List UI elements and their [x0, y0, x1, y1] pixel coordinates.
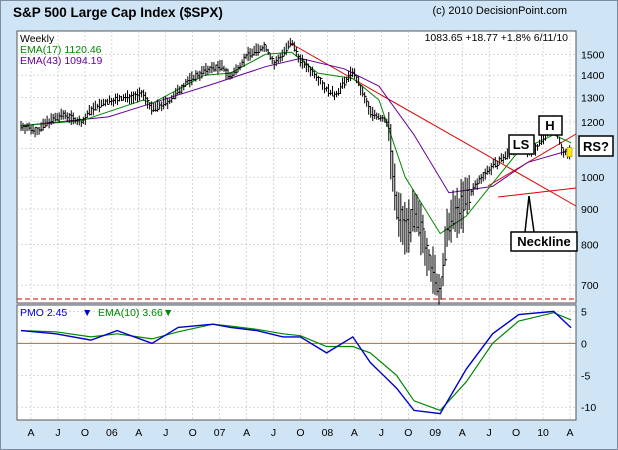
price-y-tick-label: 1300 — [581, 93, 605, 105]
ls-callout: LS — [508, 134, 535, 155]
pmo-ema-down-arrow-icon: ▼ — [163, 307, 173, 319]
x-tick-label: 10 — [537, 427, 549, 439]
x-axis-ticks: A J O 06 A J O 07 A J O 08 A J O 09 A J O 10 A — [27, 427, 573, 439]
x-tick-label: J — [55, 427, 60, 439]
x-tick-label: A — [459, 427, 466, 439]
pmo-panel — [16, 304, 577, 421]
x-tick-label: 08 — [322, 427, 334, 439]
x-tick-label: A — [351, 427, 358, 439]
pmo-axis-ticks: 5 0 -5 -10 — [581, 306, 596, 414]
x-tick-label: 06 — [106, 427, 118, 439]
x-tick-label: A — [566, 427, 573, 439]
x-tick-label: J — [379, 427, 384, 439]
downtrend-line — [289, 42, 577, 207]
pmo-y-tick-label: -10 — [581, 402, 596, 414]
neckline-callout: Neckline — [510, 195, 578, 252]
x-tick-label: O — [512, 427, 520, 439]
rs-label: RS? — [583, 139, 609, 154]
ema17-series — [20, 51, 572, 235]
pmo-gridlines — [17, 305, 576, 420]
h-callout: H — [538, 115, 563, 136]
price-gridlines — [17, 31, 576, 303]
pmo-y-tick-label: 5 — [581, 306, 587, 318]
price-y-tick-label: 700 — [581, 280, 599, 292]
pmo-y-tick-label: -5 — [581, 370, 590, 382]
x-tick-label: J — [487, 427, 492, 439]
last-bar-highlight — [566, 147, 573, 158]
pmo-line — [20, 310, 572, 415]
ema17-legend: EMA(17) 1120.46 — [20, 44, 102, 56]
rs-callout: RS? — [578, 135, 614, 157]
x-tick-label: A — [135, 427, 142, 439]
x-tick-label: O — [404, 427, 412, 439]
x-tick-label: J — [163, 427, 168, 439]
h-label: H — [545, 118, 554, 133]
x-tick-label: J — [271, 427, 276, 439]
period-label: Weekly — [20, 33, 55, 45]
pmo-ema-legend: EMA(10) 3.66 — [98, 307, 163, 319]
price-y-tick-label: 1000 — [581, 172, 605, 184]
x-tick-label: O — [296, 427, 304, 439]
x-tick-label: A — [243, 427, 250, 439]
ls-label: LS — [513, 137, 530, 152]
chart-title: S&P 500 Large Cap Index ($SPX) — [13, 5, 223, 20]
quote-readout: 1083.65 +18.77 +1.8% 6/11/10 — [425, 32, 569, 44]
x-tick-label: O — [189, 427, 197, 439]
x-tick-label: O — [81, 427, 89, 439]
ema43-line — [20, 57, 572, 194]
ema43-legend: EMA(43) 1094.19 — [20, 55, 102, 67]
x-tick-label: A — [27, 427, 34, 439]
ema17-line — [20, 51, 572, 235]
price-axis-ticks: 150014001300120011001000900800700 — [581, 49, 605, 292]
neckline-label: Neckline — [517, 234, 570, 249]
pmo-down-arrow-icon: ▼ — [82, 307, 92, 319]
x-tick-label: 09 — [429, 427, 441, 439]
x-tick-label: 07 — [214, 427, 226, 439]
price-y-tick-label: 1200 — [581, 117, 605, 129]
price-y-tick-label: 1500 — [581, 49, 605, 61]
neckline-line — [497, 187, 577, 198]
copyright-text: (c) 2010 DecisionPoint.com — [432, 5, 567, 17]
price-panel — [16, 30, 577, 304]
price-y-tick-label: 900 — [581, 204, 599, 216]
pmo-legend: PMO 2.45 — [20, 307, 67, 319]
price-y-tick-label: 800 — [581, 240, 599, 252]
price-y-tick-label: 1400 — [581, 70, 605, 82]
price-bars — [20, 37, 573, 306]
pmo-y-tick-label: 0 — [581, 338, 587, 350]
pmo-series — [20, 310, 572, 415]
ema43-series — [20, 57, 572, 194]
